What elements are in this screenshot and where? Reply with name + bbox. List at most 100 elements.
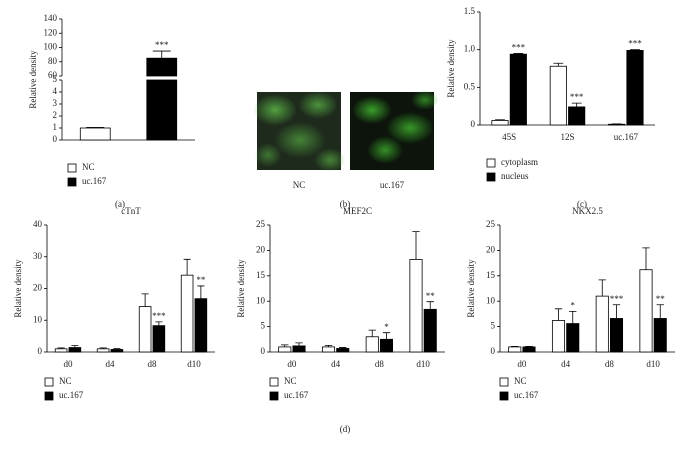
bar [595,295,609,353]
y-axis-label: Relative density [466,259,476,318]
bar [509,53,527,126]
y-tick-label: 140 [44,13,58,23]
error-bar [554,308,563,321]
bar [568,106,586,126]
bar [54,348,68,353]
bar [379,338,394,353]
x-tick-label: d0 [287,359,297,369]
bar [409,259,423,353]
error-bar [113,348,121,350]
bar [321,346,336,353]
bar [609,318,624,353]
bar [336,348,350,353]
error-bar [612,304,621,319]
panel-caption: (b) [340,199,351,209]
error-bar [324,344,333,347]
error-bar [656,304,664,319]
y-tick-label: 5 [53,74,58,84]
y-tick-label: 20 [256,244,266,254]
legend-swatch [486,172,496,182]
bar [194,298,208,353]
error-bar [152,50,171,59]
error-bar [86,127,105,128]
bar [292,345,306,353]
x-tick-label: d10 [646,359,660,369]
y-tick-label: 5 [261,321,266,331]
legend-swatch [67,177,77,187]
error-bar [513,53,524,55]
bar [491,120,509,126]
legend-swatch [269,391,279,401]
significance: ** [426,291,436,301]
x-tick-label: d8 [605,359,615,369]
y-tick-label: 10 [256,295,266,305]
bar [653,318,667,353]
chart-title: MEF2C [343,206,372,216]
x-tick-label: uc.167 [614,132,639,142]
bar [639,269,653,353]
y-axis-label: Relative density [28,50,38,109]
significance: *** [610,294,624,304]
bar [110,349,124,353]
y-tick-label: 10 [486,295,496,305]
error-bar [155,321,163,326]
bar [180,274,194,353]
y-tick-label: 15 [256,270,266,280]
bar [423,308,437,353]
legend-label: cytoplasm [501,157,538,167]
chart-title: cTnT [121,206,141,216]
legend-label: NC [59,376,72,386]
x-tick-label: d0 [517,359,527,369]
bar [146,79,178,141]
significance: ** [196,275,206,285]
legend-label: uc.167 [82,176,107,186]
y-tick-label: 0 [38,346,43,356]
legend-label: NC [284,376,297,386]
error-bar [57,347,65,349]
bar [79,127,111,141]
significance: * [384,322,389,332]
error-bar [571,102,582,107]
error-bar [642,247,650,270]
y-tick-label: 25 [256,219,266,229]
bar [608,123,626,126]
y-axis-label: Relative density [446,39,456,98]
y-tick-label: 120 [44,27,58,37]
legend-label: NC [514,376,527,386]
error-bar [525,346,533,347]
y-tick-label: 40 [33,219,43,229]
legend-swatch [486,158,496,168]
y-axis-label: Relative density [236,259,246,318]
panel-caption: (d) [340,424,351,434]
y-tick-label: 80 [48,56,58,66]
panel-caption: (c) [577,199,587,209]
error-bar [630,49,640,51]
x-tick-label: 12S [560,132,574,142]
y-tick-label: 4 [53,86,58,96]
bar [508,346,522,353]
bar [152,325,166,353]
y-tick-label: 0 [261,346,266,356]
panel-caption: (a) [115,199,125,209]
y-tick-label: 0 [53,134,58,144]
bar [96,348,110,353]
bar [68,347,82,353]
error-bar [382,332,391,340]
significance: * [571,300,576,310]
legend-swatch [499,391,509,401]
legend-label: uc.167 [59,390,84,400]
legend-swatch [269,377,279,387]
error-bar [141,293,149,307]
error-bar [281,344,289,347]
y-tick-label: 10 [33,314,43,324]
bar [522,346,536,353]
y-tick-label: 2 [53,110,58,120]
significance: *** [155,40,169,50]
y-tick-label: 20 [33,283,43,293]
x-tick-label: d8 [148,359,158,369]
x-tick-label: d8 [375,359,385,369]
error-bar [71,345,79,348]
x-tick-label: 45S [502,132,516,142]
error-bar [495,119,505,121]
